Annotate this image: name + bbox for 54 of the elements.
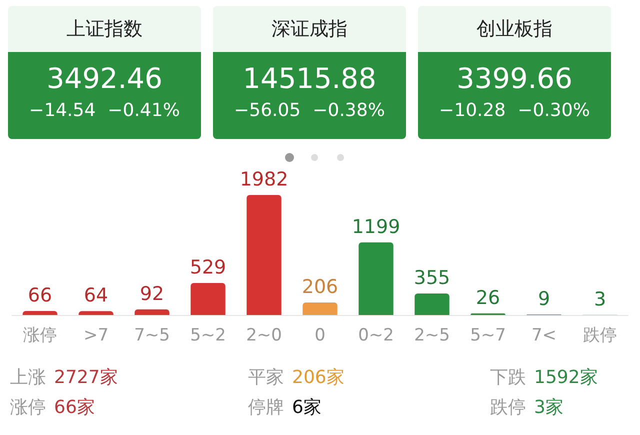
bar	[134, 309, 170, 315]
text: 涨停	[10, 397, 46, 418]
x-tick-label: 2~0	[246, 326, 282, 346]
text: 66家	[54, 397, 95, 418]
text: 3492.46	[46, 61, 164, 96]
data-label: 529	[190, 256, 226, 278]
text: −0.41%	[108, 100, 180, 121]
data-label: 66	[28, 284, 52, 307]
data-label: 92	[140, 282, 164, 305]
text: −10.28	[439, 100, 506, 121]
text: −0.38%	[312, 100, 385, 121]
data-label: 1982	[240, 168, 288, 190]
text: 3家	[534, 397, 564, 418]
text: 14515.88	[242, 61, 378, 96]
text: 上证指数	[8, 6, 201, 52]
x-tick-label: 2~5	[414, 326, 450, 346]
x-tick-label: 0~2	[358, 326, 394, 346]
bar	[22, 311, 58, 315]
text: 2727家	[54, 367, 118, 388]
text: 下跌	[490, 367, 526, 388]
data-label: 64	[84, 284, 108, 307]
x-tick-label: 7<	[531, 326, 557, 346]
text: 206家	[292, 367, 344, 388]
text: 创业板指	[418, 6, 611, 52]
x-tick-label: 7~5	[134, 326, 170, 346]
data-label: 355	[414, 267, 450, 290]
text: −56.05	[234, 100, 301, 121]
data-label: 206	[302, 276, 338, 298]
x-tick-label: >7	[83, 326, 109, 346]
x-tick-label: 0	[314, 326, 326, 346]
x-tick-label: 5~7	[470, 326, 506, 346]
data-label: 9	[538, 288, 550, 310]
text: 深证成指	[213, 6, 406, 52]
text: 1592家	[534, 367, 598, 388]
text: −14.54	[29, 100, 96, 121]
text: 平家	[248, 367, 284, 388]
text: 停牌	[248, 397, 284, 418]
bar	[302, 302, 338, 315]
bar	[414, 294, 450, 315]
bar	[246, 195, 282, 315]
text: 6家	[292, 397, 322, 418]
x-tick-label: 跌停	[583, 326, 617, 346]
x-tick-label: 5~2	[190, 326, 226, 346]
text: 3399.66	[456, 61, 574, 96]
data-label: 26	[476, 286, 500, 309]
x-tick-label: 涨停	[23, 326, 57, 346]
text: 跌停	[490, 397, 526, 418]
bar	[78, 311, 114, 315]
bar	[190, 282, 226, 315]
text: −0.30%	[518, 100, 590, 121]
data-label: 3	[594, 288, 606, 310]
data-label: 1199	[352, 216, 400, 238]
text: 上涨	[10, 367, 46, 388]
bar	[358, 242, 394, 315]
